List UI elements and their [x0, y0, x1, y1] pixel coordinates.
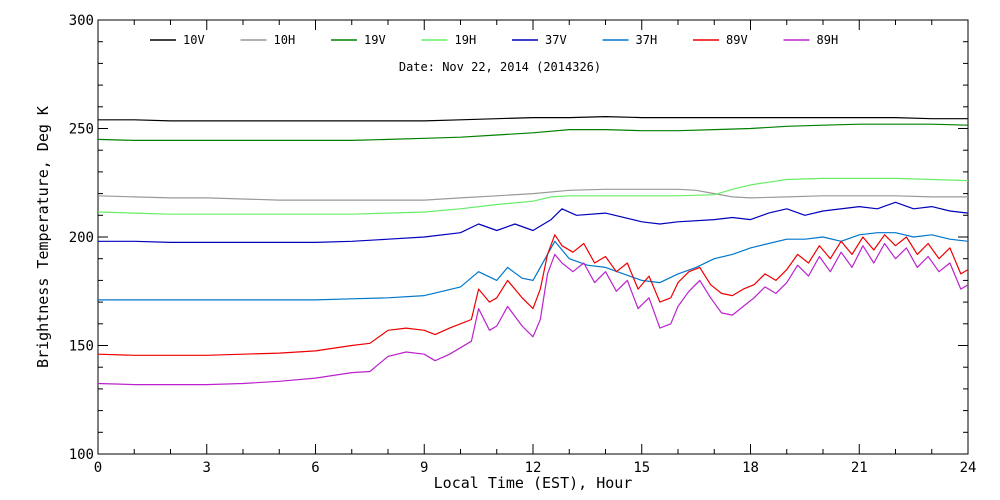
series-lines — [97, 116, 969, 386]
x-tick-label: 3 — [203, 460, 211, 476]
axis-ticks: 0 3 6 9 12 15 18 21 24 100 150 200 250 300 — [69, 13, 977, 476]
x-tick-label: 24 — [960, 460, 977, 476]
y-tick-label: 150 — [69, 339, 94, 355]
x-tick-label: 6 — [311, 460, 319, 476]
series-line-10h — [97, 188, 968, 201]
y-tick-label: 250 — [69, 122, 94, 138]
legend-label-89v: 89V — [726, 33, 748, 47]
legend-label-89h: 89H — [817, 33, 839, 47]
x-tick-label: 15 — [633, 460, 650, 476]
series-line-10v — [98, 116, 968, 122]
series-line-37h — [98, 232, 969, 301]
series-line-89v — [97, 234, 969, 356]
x-tick-label: 18 — [742, 460, 759, 476]
legend-label-10h: 10H — [274, 33, 296, 47]
series-line-19v — [97, 123, 969, 141]
series-line-89h — [97, 242, 969, 386]
y-tick-label: 100 — [69, 447, 94, 463]
x-axis-title: Local Time (EST), Hour — [434, 474, 633, 492]
legend-label-19v: 19V — [364, 33, 386, 47]
y-axis-title: Brightness Temperature, Deg K — [34, 106, 52, 368]
chart-subtitle: Date: Nov 22, 2014 (2014326) — [399, 60, 601, 74]
legend-label-37h: 37H — [636, 33, 658, 47]
legend-label-10v: 10V — [183, 33, 205, 47]
x-tick-label: 12 — [525, 460, 542, 476]
x-tick-label: 0 — [94, 460, 102, 476]
x-tick-label: 9 — [420, 460, 428, 476]
legend-label-19h: 19H — [455, 33, 477, 47]
plot-frame — [97, 19, 969, 455]
x-tick-label: 21 — [851, 460, 868, 476]
y-tick-label: 300 — [69, 13, 94, 29]
legend: 10V 10H 19V 19H 37V 37H 89V 89H — [150, 33, 838, 47]
y-tick-label: 200 — [69, 230, 94, 246]
series-line-37v — [98, 201, 969, 243]
series-line-19h — [97, 177, 969, 215]
legend-label-37v: 37V — [545, 33, 567, 47]
